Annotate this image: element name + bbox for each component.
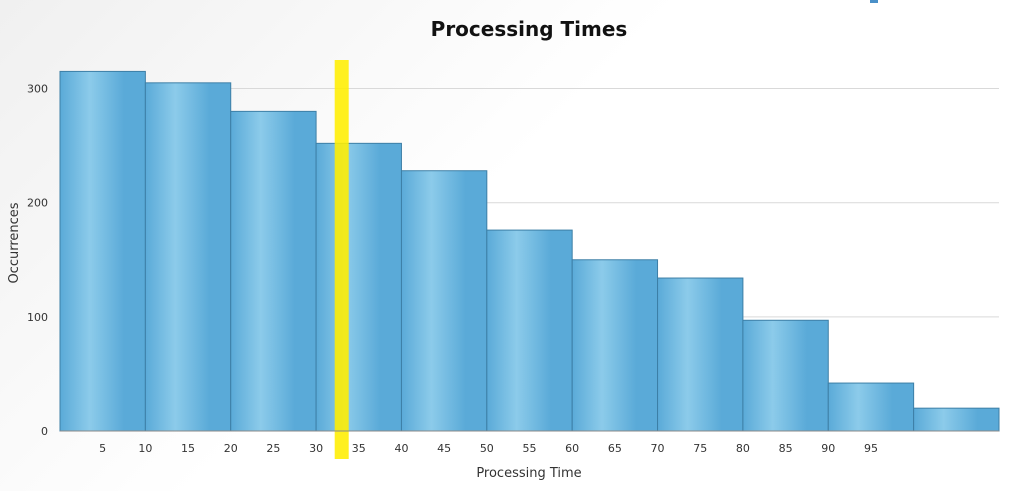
y-tick-label: 0 [41, 425, 48, 438]
x-tick-label: 10 [138, 442, 152, 455]
histogram-bar [742, 319, 829, 432]
marker-layer [334, 60, 349, 459]
x-tick-label: 85 [779, 442, 793, 455]
x-tick-label: 40 [394, 442, 408, 455]
bars [59, 70, 1000, 432]
histogram-bar [657, 277, 744, 432]
histogram-bar [59, 70, 146, 432]
x-tick-label: 5 [99, 442, 106, 455]
x-tick-label: 35 [352, 442, 366, 455]
x-tick-label: 20 [224, 442, 238, 455]
x-tick-label: 80 [736, 442, 750, 455]
histogram-bar [315, 142, 402, 432]
x-tick-label: 25 [266, 442, 280, 455]
y-tick-label: 100 [27, 311, 48, 324]
x-tick-labels: 5 10 15 20 25 30 35 40 45 50 55 60 65 70 75 80 85 90 95 [99, 442, 878, 455]
x-tick-label: 65 [608, 442, 622, 455]
histogram-bar [486, 229, 573, 432]
y-tick-labels: 0 100 200 300 [27, 83, 48, 438]
x-tick-label: 70 [651, 442, 665, 455]
y-axis-label: Occurrences [7, 202, 22, 283]
legend-marker-icon [870, 0, 878, 3]
histogram-bar [571, 259, 659, 432]
x-tick-label: 60 [565, 442, 579, 455]
x-tick-label: 90 [821, 442, 835, 455]
y-tick-label: 300 [27, 83, 48, 96]
chart-title: Processing Times [431, 17, 628, 41]
marker-line [334, 60, 349, 459]
histogram-bar [144, 82, 232, 432]
histogram-bar [400, 170, 488, 432]
x-tick-label: 55 [523, 442, 537, 455]
histogram-bar [827, 382, 915, 432]
x-tick-label: 45 [437, 442, 451, 455]
x-tick-label: 50 [480, 442, 494, 455]
x-tick-label: 75 [693, 442, 707, 455]
x-tick-label: 30 [309, 442, 323, 455]
y-tick-label: 200 [27, 197, 48, 210]
x-tick-label: 15 [181, 442, 195, 455]
histogram-bar [230, 110, 317, 432]
histogram-bar [913, 407, 1000, 432]
x-tick-label: 95 [864, 442, 878, 455]
x-axis-label: Processing Time [476, 466, 581, 481]
